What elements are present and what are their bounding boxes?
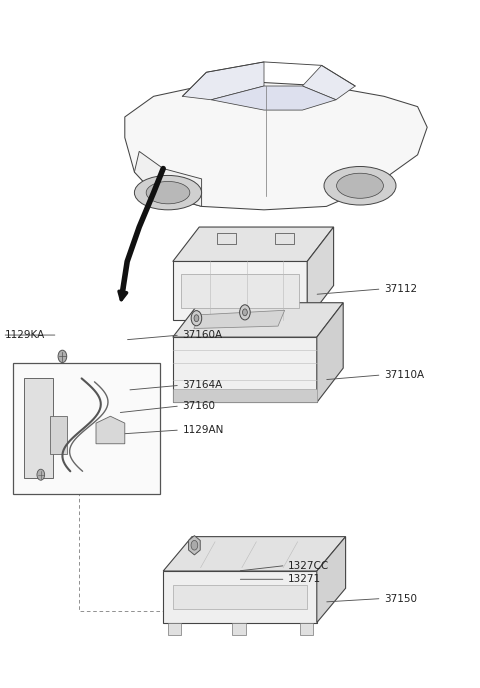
Polygon shape (194, 310, 285, 329)
Polygon shape (317, 537, 346, 623)
Text: 37110A: 37110A (384, 370, 424, 380)
Polygon shape (211, 86, 336, 110)
FancyBboxPatch shape (163, 571, 317, 623)
Polygon shape (302, 65, 355, 100)
Circle shape (242, 309, 247, 316)
Polygon shape (182, 62, 264, 100)
Polygon shape (134, 151, 202, 206)
FancyBboxPatch shape (173, 337, 317, 402)
Polygon shape (96, 416, 125, 444)
Text: 37150: 37150 (384, 594, 417, 603)
FancyBboxPatch shape (173, 261, 307, 320)
Text: 37164A: 37164A (182, 380, 223, 390)
FancyBboxPatch shape (300, 623, 313, 635)
Polygon shape (163, 537, 346, 571)
FancyBboxPatch shape (173, 389, 317, 402)
Polygon shape (173, 227, 334, 261)
Ellipse shape (134, 175, 202, 210)
Circle shape (37, 469, 45, 480)
Ellipse shape (336, 173, 384, 198)
FancyBboxPatch shape (24, 378, 53, 478)
FancyBboxPatch shape (13, 363, 160, 494)
Circle shape (191, 311, 202, 325)
Text: 13271: 13271 (288, 574, 321, 584)
FancyBboxPatch shape (217, 233, 236, 244)
Circle shape (194, 315, 199, 322)
FancyBboxPatch shape (232, 623, 246, 635)
Polygon shape (307, 227, 334, 320)
Ellipse shape (324, 166, 396, 205)
FancyBboxPatch shape (173, 585, 307, 609)
Polygon shape (173, 303, 343, 337)
FancyBboxPatch shape (181, 274, 299, 308)
Text: 1129KA: 1129KA (5, 330, 45, 340)
Polygon shape (125, 83, 427, 210)
Text: 1129AN: 1129AN (182, 425, 224, 435)
Text: 37160: 37160 (182, 401, 216, 411)
Text: 37160A: 37160A (182, 330, 223, 340)
FancyBboxPatch shape (168, 623, 181, 635)
FancyBboxPatch shape (50, 416, 67, 454)
Text: 1327CC: 1327CC (288, 561, 329, 570)
Circle shape (240, 305, 250, 320)
Circle shape (58, 350, 67, 363)
Circle shape (191, 541, 198, 550)
Polygon shape (317, 303, 343, 402)
Ellipse shape (146, 182, 190, 204)
FancyBboxPatch shape (275, 233, 294, 244)
Text: 37112: 37112 (384, 284, 417, 294)
